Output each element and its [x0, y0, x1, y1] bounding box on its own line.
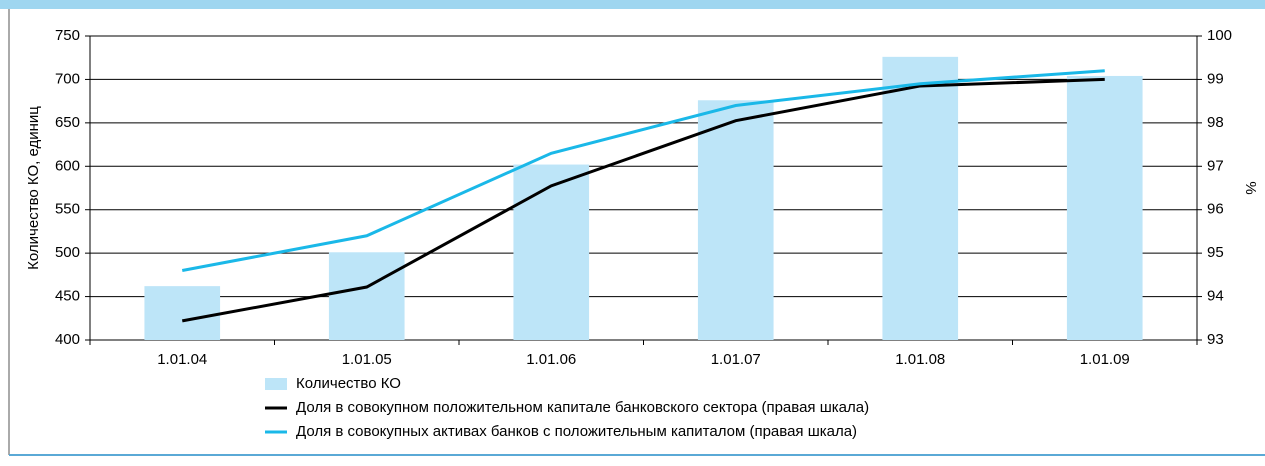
legend-label: Количество КО [296, 375, 401, 392]
y-tick-label: 450 [55, 288, 80, 305]
header-band [0, 0, 1265, 9]
y2-tick-label: 94 [1207, 288, 1224, 305]
y-tick-label: 600 [55, 157, 80, 174]
y-tick-label: 500 [55, 244, 80, 261]
y2-axis-label: % [1242, 181, 1259, 194]
legend-label: Доля в совокупном положительном капитале… [296, 399, 869, 416]
bar [513, 164, 590, 340]
line [181, 69, 1105, 272]
bar [144, 286, 221, 340]
bar [1066, 75, 1143, 340]
legend-label: Доля в совокупных активах банков с полож… [296, 423, 857, 440]
y2-tick-label: 100 [1207, 27, 1232, 44]
y2-tick-label: 99 [1207, 70, 1224, 87]
y2-tick-label: 98 [1207, 114, 1224, 131]
y2-tick-label: 97 [1207, 157, 1224, 174]
y2-tick-label: 95 [1207, 244, 1224, 261]
bar [697, 100, 774, 340]
y-tick-label: 700 [55, 70, 80, 87]
x-tick-label: 1.01.04 [157, 351, 207, 368]
legend-swatch [265, 378, 287, 390]
y2-tick-label: 93 [1207, 331, 1224, 348]
y-tick-label: 750 [55, 27, 80, 44]
y-tick-label: 550 [55, 201, 80, 218]
y-tick-label: 650 [55, 114, 80, 131]
x-tick-label: 1.01.09 [1080, 351, 1130, 368]
y-tick-label: 400 [55, 331, 80, 348]
line [181, 77, 1105, 323]
x-tick-label: 1.01.08 [895, 351, 945, 368]
x-tick-label: 1.01.07 [711, 351, 761, 368]
x-tick-label: 1.01.06 [526, 351, 576, 368]
y2-tick-label: 96 [1207, 201, 1224, 218]
bar [328, 252, 405, 340]
y-axis-label: Количество КО, единиц [25, 106, 42, 270]
bar [882, 56, 959, 341]
x-tick-label: 1.01.05 [342, 351, 392, 368]
